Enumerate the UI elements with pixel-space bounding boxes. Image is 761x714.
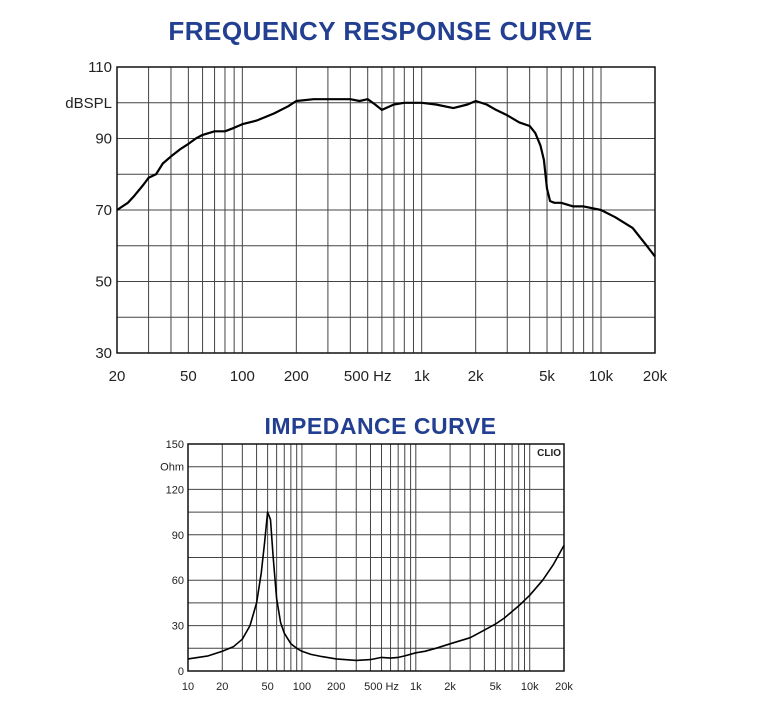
fr-y-tick-label: 30	[95, 345, 112, 362]
imp-curve-line	[187, 511, 565, 662]
fr-curve-line	[116, 98, 656, 258]
imp-grid	[188, 444, 564, 671]
imp-chart: 150 120 90 60 30 0 Ohm 10 20 50 100 200 500 Hz 1k 2k 5k…	[160, 439, 573, 693]
frequency-response-title: FREQUENCY RESPONSE CURVE	[168, 16, 593, 46]
imp-x-tick-label: 10	[182, 681, 194, 693]
imp-x-tick-label: 2k	[444, 681, 456, 693]
fr-y-tick-label: 70	[95, 202, 112, 219]
fr-y-tick-label: 50	[95, 274, 112, 291]
fr-x-tick-label: 500 Hz	[344, 368, 392, 385]
imp-y-tick-label: 0	[178, 666, 184, 678]
imp-y-tick-label: 150	[166, 439, 184, 451]
imp-x-tick-label: 100	[293, 681, 311, 693]
fr-y-axis-label: dBSPL	[65, 95, 112, 112]
fr-y-tick-label: 110	[88, 59, 112, 76]
imp-x-tick-label: 5k	[490, 681, 502, 693]
imp-plot-frame	[187, 443, 565, 672]
imp-y-tick-label: 60	[172, 575, 184, 587]
fr-x-tick-label: 20k	[643, 368, 668, 385]
imp-x-tick-label: 20	[216, 681, 228, 693]
imp-x-tick-label: 200	[327, 681, 345, 693]
fr-x-tick-label: 10k	[589, 368, 614, 385]
impedance-curve-title: IMPEDANCE CURVE	[264, 413, 497, 439]
imp-x-tick-label: 20k	[555, 681, 573, 693]
fr-grid	[117, 67, 655, 353]
fr-y-tick-label: 90	[95, 131, 112, 148]
fr-x-tick-label: 5k	[539, 368, 555, 385]
imp-x-tick-label: 10k	[521, 681, 539, 693]
fr-x-tick-label: 2k	[468, 368, 484, 385]
imp-x-tick-label: 500 Hz	[364, 681, 399, 693]
imp-clio-watermark: CLIO	[537, 448, 561, 459]
imp-y-tick-label: 30	[172, 621, 184, 633]
fr-chart: 110 90 70 50 30 dBSPL 20 50 100 200 500 Hz 1k 2k 5k 10…	[65, 59, 667, 385]
imp-y-axis-label: Ohm	[160, 462, 184, 474]
fr-x-tick-label: 20	[109, 368, 126, 385]
imp-y-tick-label: 90	[172, 530, 184, 542]
fr-x-tick-label: 200	[284, 368, 309, 385]
fr-x-tick-label: 1k	[414, 368, 430, 385]
imp-x-tick-label: 1k	[410, 681, 422, 693]
imp-y-tick-label: 120	[166, 484, 184, 496]
fr-x-tick-label: 50	[180, 368, 197, 385]
imp-x-tick-label: 50	[261, 681, 273, 693]
fr-x-tick-label: 100	[230, 368, 255, 385]
